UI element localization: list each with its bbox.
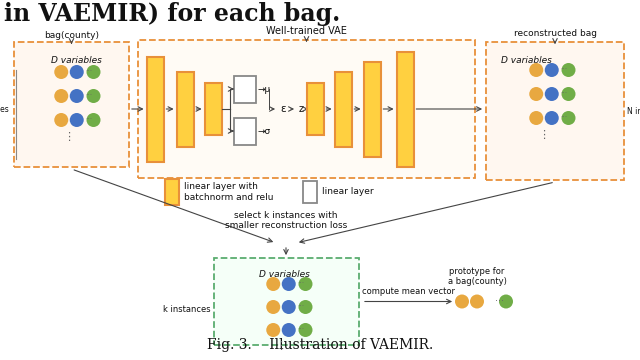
Circle shape — [561, 63, 575, 77]
Text: ···: ··· — [86, 116, 93, 125]
Circle shape — [54, 89, 68, 103]
Bar — [397, 51, 413, 166]
Circle shape — [70, 65, 84, 79]
Text: ⋮: ⋮ — [538, 130, 550, 140]
Text: bag(county): bag(county) — [44, 31, 99, 40]
Text: ···: ··· — [298, 325, 305, 334]
Circle shape — [545, 111, 559, 125]
Text: N instances: N instances — [627, 107, 640, 116]
Text: ···: ··· — [561, 113, 568, 122]
Bar — [147, 57, 163, 162]
Text: D variables: D variables — [51, 56, 102, 65]
Circle shape — [545, 63, 559, 77]
Circle shape — [70, 89, 84, 103]
Text: Well-trained VAE: Well-trained VAE — [266, 26, 347, 36]
Text: D variables: D variables — [259, 270, 310, 279]
Text: ⋮: ⋮ — [275, 341, 287, 351]
Circle shape — [266, 277, 280, 291]
Circle shape — [266, 323, 280, 337]
Bar — [177, 72, 193, 147]
Circle shape — [298, 323, 312, 337]
Circle shape — [545, 87, 559, 101]
Circle shape — [455, 294, 469, 309]
Circle shape — [529, 63, 543, 77]
Text: prototype for
a bag(county): prototype for a bag(county) — [447, 267, 506, 287]
Bar — [234, 76, 256, 103]
Circle shape — [86, 113, 100, 127]
Circle shape — [54, 113, 68, 127]
Text: linear layer: linear layer — [322, 188, 374, 197]
Bar — [205, 83, 221, 135]
Text: in VAEMIR) for each bag.: in VAEMIR) for each bag. — [4, 2, 340, 26]
Circle shape — [70, 113, 84, 127]
Bar — [307, 83, 323, 135]
Bar — [234, 117, 256, 144]
Bar — [138, 40, 475, 178]
Circle shape — [282, 323, 296, 337]
Circle shape — [86, 65, 100, 79]
Text: ε: ε — [280, 104, 286, 114]
Text: →σ: →σ — [257, 126, 270, 135]
Text: →μ: →μ — [257, 85, 270, 94]
Text: ···: ··· — [298, 302, 305, 311]
Text: Fig. 3.    Illustration of VAEMIR.: Fig. 3. Illustration of VAEMIR. — [207, 338, 433, 352]
Text: ···: ··· — [86, 91, 93, 100]
Text: ⋮: ⋮ — [63, 132, 75, 142]
Circle shape — [561, 111, 575, 125]
Circle shape — [282, 277, 296, 291]
Bar — [14, 42, 129, 167]
Text: ···: ··· — [561, 90, 568, 99]
Bar — [335, 72, 351, 147]
Circle shape — [529, 111, 543, 125]
Circle shape — [54, 65, 68, 79]
Circle shape — [529, 87, 543, 101]
Text: ···: ··· — [86, 68, 93, 77]
Text: select k instances with
smaller reconstruction loss: select k instances with smaller reconstr… — [225, 211, 347, 230]
Bar — [303, 181, 317, 203]
Text: ···: ··· — [561, 66, 568, 75]
Text: z: z — [299, 104, 304, 114]
Circle shape — [561, 87, 575, 101]
Bar — [486, 42, 624, 180]
Text: ···: ··· — [495, 297, 504, 306]
Text: N instances: N instances — [0, 105, 11, 114]
Text: k instances: k instances — [163, 305, 211, 314]
Circle shape — [282, 300, 296, 314]
Circle shape — [298, 277, 312, 291]
Bar — [364, 62, 381, 157]
Text: ···: ··· — [298, 279, 305, 288]
Text: reconstructed bag: reconstructed bag — [513, 29, 596, 38]
Bar — [214, 258, 359, 345]
Circle shape — [266, 300, 280, 314]
Text: D variables: D variables — [500, 56, 552, 65]
Text: compute mean vector: compute mean vector — [362, 288, 455, 297]
Circle shape — [470, 294, 484, 309]
Bar — [165, 179, 179, 205]
Circle shape — [86, 89, 100, 103]
Circle shape — [499, 294, 513, 309]
Circle shape — [298, 300, 312, 314]
Text: linear layer with
batchnorm and relu: linear layer with batchnorm and relu — [184, 182, 273, 202]
